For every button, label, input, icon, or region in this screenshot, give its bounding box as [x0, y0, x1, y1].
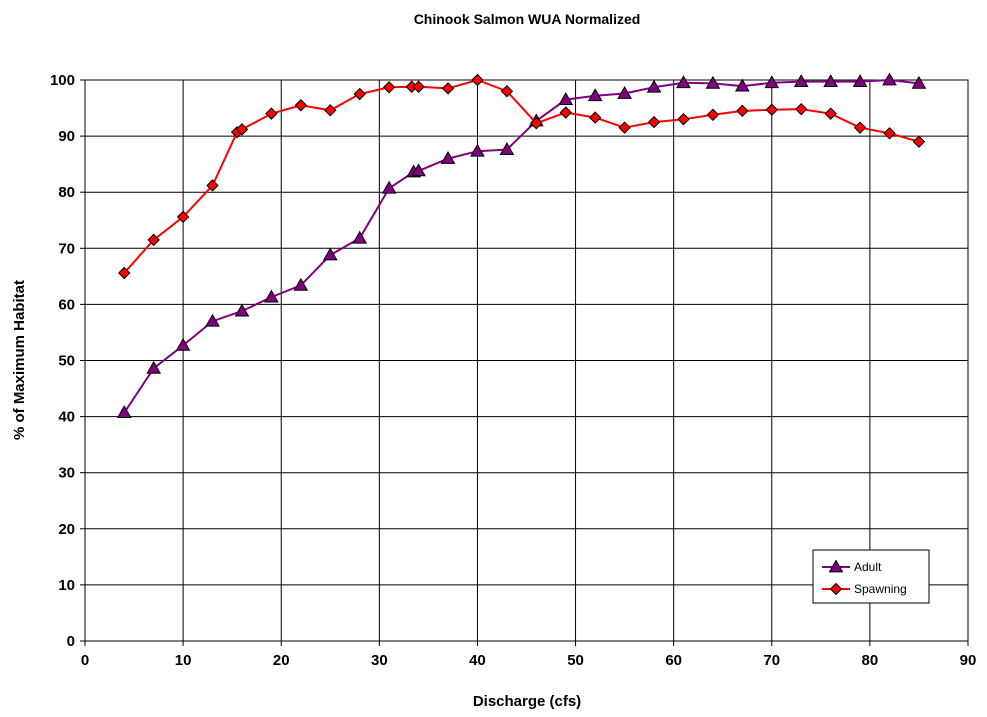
- x-tick-label: 30: [371, 652, 388, 669]
- data-point-spawning: [853, 121, 867, 134]
- x-tick-label: 50: [567, 652, 584, 669]
- data-point-spawning: [265, 107, 278, 120]
- series-spawning: [118, 73, 926, 280]
- data-point-adult: [734, 78, 750, 92]
- data-point-spawning: [412, 80, 425, 93]
- data-point-adult: [411, 163, 426, 177]
- legend-swatch-marker: [829, 582, 843, 596]
- y-axis-label: % of Maximum Habitat: [11, 280, 28, 440]
- x-tick-label: 70: [763, 652, 780, 669]
- data-point-spawning: [441, 82, 455, 95]
- data-point-adult: [793, 74, 809, 88]
- x-tick-label: 10: [175, 652, 192, 669]
- y-tick-label: 90: [58, 128, 75, 145]
- data-point-spawning: [530, 116, 543, 130]
- data-point-adult: [587, 88, 603, 102]
- data-point-adult: [882, 72, 897, 86]
- x-tick-label: 80: [862, 652, 879, 669]
- data-point-adult: [617, 85, 632, 99]
- data-point-spawning: [559, 106, 572, 119]
- axes: [80, 79, 969, 646]
- data-point-spawning: [647, 115, 661, 129]
- data-point-adult: [646, 79, 662, 93]
- data-point-adult: [440, 151, 456, 164]
- y-tick-label: 10: [58, 577, 75, 594]
- data-point-spawning: [206, 179, 219, 192]
- data-point-adult: [911, 75, 927, 89]
- data-point-adult: [322, 247, 338, 261]
- data-point-spawning: [235, 123, 249, 136]
- x-tick-label: 90: [960, 652, 977, 669]
- y-tick-label: 60: [58, 296, 75, 313]
- y-tick-label: 40: [58, 409, 75, 426]
- y-tick-label: 70: [58, 240, 75, 257]
- data-point-adult: [705, 75, 721, 89]
- data-point-spawning: [382, 81, 396, 94]
- x-tick-label: 60: [665, 652, 682, 669]
- x-tick-labels: 0 10 20 30 40 50 60 70 80 90: [81, 652, 977, 669]
- y-tick-label: 100: [50, 72, 75, 89]
- data-point-adult: [852, 74, 868, 88]
- data-point-adult: [234, 303, 250, 317]
- plot-border: [84, 79, 969, 642]
- data-point-adult: [175, 337, 191, 351]
- data-point-spawning: [824, 107, 837, 120]
- data-point-spawning: [324, 104, 337, 117]
- series-layer: [116, 72, 927, 419]
- data-point-adult: [499, 142, 515, 155]
- legend: Adult Spawning: [812, 549, 930, 604]
- data-point-spawning: [118, 266, 131, 280]
- data-point-adult: [381, 180, 397, 194]
- data-point-spawning: [736, 104, 749, 118]
- data-point-spawning: [912, 135, 926, 148]
- y-tick-label: 20: [58, 521, 75, 538]
- chart-title: Chinook Salmon WUA Normalized: [414, 11, 641, 27]
- x-tick-label: 40: [469, 652, 486, 669]
- data-point-adult: [558, 92, 574, 106]
- data-point-adult: [676, 75, 691, 89]
- data-point-spawning: [795, 102, 808, 116]
- y-tick-label: 50: [58, 353, 75, 370]
- y-tick-label: 0: [67, 633, 75, 650]
- data-point-spawning: [618, 121, 631, 134]
- data-point-adult: [146, 360, 162, 374]
- data-point-spawning: [353, 87, 366, 101]
- data-point-adult: [264, 289, 279, 303]
- data-point-adult: [823, 74, 839, 88]
- legend-label: Adult: [854, 560, 882, 574]
- data-point-spawning: [294, 99, 308, 112]
- data-point-adult: [764, 75, 780, 89]
- y-tick-labels: 0 10 20 30 40 50 60 70 80 90 100: [50, 72, 75, 650]
- x-axis-label: Discharge (cfs): [473, 693, 581, 710]
- data-point-adult: [205, 313, 220, 327]
- data-point-spawning: [588, 111, 602, 124]
- legend-box: [812, 549, 930, 604]
- data-point-adult: [293, 277, 309, 291]
- data-point-spawning: [176, 210, 190, 224]
- data-point-spawning: [765, 103, 778, 116]
- data-point-adult: [352, 230, 368, 244]
- data-point-spawning: [677, 113, 690, 126]
- legend-swatch-marker: [828, 559, 844, 573]
- y-tick-label: 80: [58, 184, 75, 201]
- data-point-spawning: [147, 233, 160, 247]
- data-point-spawning: [471, 73, 484, 87]
- data-point-spawning: [883, 127, 896, 140]
- legend-label: Spawning: [854, 582, 907, 596]
- data-point-adult: [470, 143, 485, 157]
- x-tick-label: 20: [273, 652, 290, 669]
- data-point-spawning: [500, 85, 514, 98]
- x-tick-label: 0: [81, 652, 89, 669]
- y-tick-label: 30: [58, 465, 75, 482]
- data-point-adult: [116, 405, 132, 419]
- series-adult: [116, 72, 927, 419]
- data-point-spawning: [706, 108, 720, 121]
